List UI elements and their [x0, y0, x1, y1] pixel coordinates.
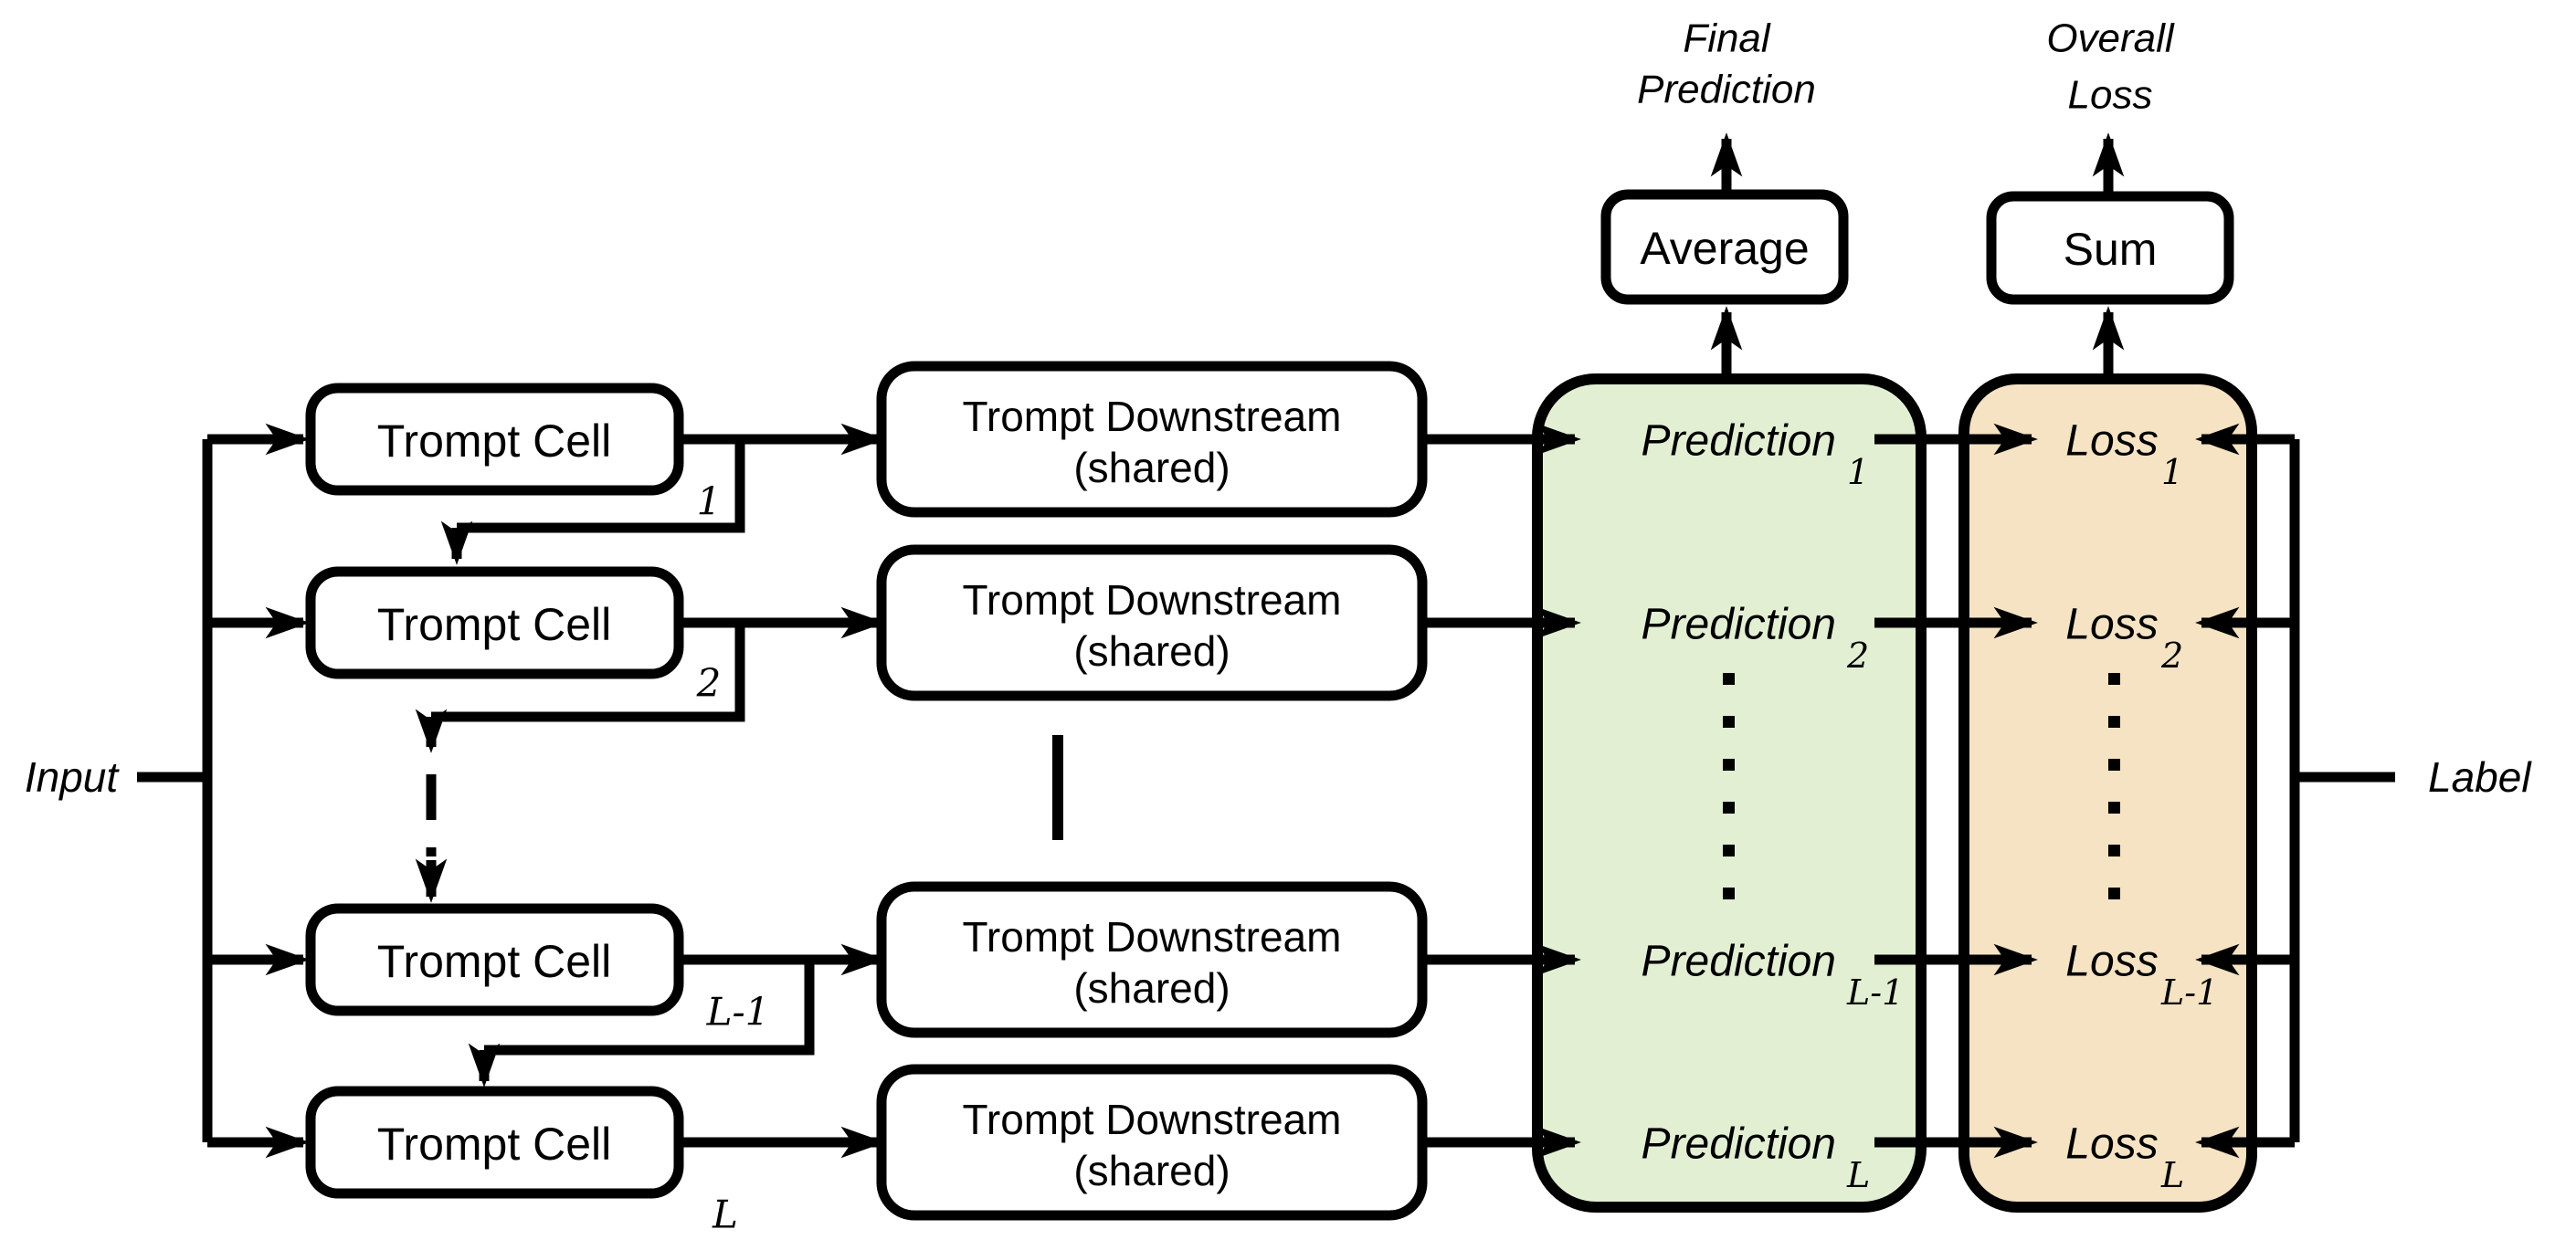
sum-box: [1986, 191, 2234, 305]
ellipsis-dot: [2108, 759, 2120, 771]
downstream-label-2-line1: Trompt Downstream: [963, 576, 1342, 624]
prediction-label-2: Prediction: [1642, 601, 1836, 649]
loss-label-4: Loss: [2065, 1120, 2158, 1169]
final-prediction-label-line2: Prediction: [1637, 68, 1816, 112]
ellipsis-dot: [2108, 888, 2120, 899]
cell1-chain-elbow: [457, 439, 745, 533]
trompt-cell-label-4: Trompt Cell: [377, 1119, 612, 1170]
downstream-label-2-line2: (shared): [1073, 627, 1230, 675]
prediction-ellipsis-dots: [1723, 673, 1735, 899]
cell-subscript-3: L-1: [706, 990, 770, 1035]
cell-subscript-2: 2: [696, 661, 722, 706]
trompt-cell-box-3: [305, 903, 684, 1016]
prediction-label-1: Prediction: [1642, 417, 1836, 466]
prediction-subscript-3: L-1: [1846, 972, 1904, 1013]
ellipsis-dot: [2108, 802, 2120, 814]
ellipsis-dot: [2108, 845, 2120, 856]
downstream-label-3-line1: Trompt Downstream: [963, 913, 1342, 961]
loss-subscript-4: L: [2160, 1155, 2184, 1195]
loss-subscript-2: 2: [2160, 636, 2183, 676]
loss-panel: [1958, 373, 2257, 1213]
cell2-chain-elbow: [431, 623, 745, 722]
downstream-label-4-line2: (shared): [1073, 1147, 1230, 1194]
average-box-label: Average: [1640, 223, 1809, 274]
trompt-cell-box-2: [305, 566, 684, 679]
loss-label-1: Loss: [2065, 417, 2158, 466]
ellipsis-dot: [1723, 845, 1735, 856]
trompt-cell-label-1: Trompt Cell: [377, 415, 612, 467]
downstream-label-1-line1: Trompt Downstream: [963, 393, 1342, 440]
cell-subscript-1: 1: [697, 479, 722, 524]
loss-subscript-1: 1: [2161, 452, 2183, 492]
trompt-downstream-box-4: [876, 1064, 1428, 1221]
trompt-cell-box-1: [305, 383, 684, 496]
trompt-downstream-box-2: [876, 544, 1428, 701]
ellipsis-dot: [1723, 888, 1735, 899]
ellipsis-dot: [1723, 759, 1735, 771]
trompt-downstream-box-1: [876, 361, 1428, 518]
ellipsis-dot: [1723, 802, 1735, 814]
loss-label-3: Loss: [2065, 938, 2158, 986]
final-prediction-label-line1: Final: [1683, 16, 1771, 61]
trompt-downstream-box-3: [876, 881, 1428, 1038]
overall-loss-label-line1: Overall: [2046, 16, 2175, 61]
ellipsis-dot: [2108, 673, 2120, 685]
loss-subscript-3: L-1: [2160, 972, 2218, 1013]
downstream-label-4-line1: Trompt Downstream: [963, 1096, 1342, 1143]
cell3-chain-elbow: [484, 960, 815, 1056]
prediction-subscript-4: L: [1846, 1155, 1870, 1195]
downstream-label-1-line2: (shared): [1073, 444, 1230, 491]
prediction-label-3: Prediction: [1642, 938, 1836, 986]
prediction-subscript-2: 2: [1846, 636, 1869, 676]
ellipsis-dot: [1723, 673, 1735, 685]
loss-label-2: Loss: [2065, 601, 2158, 649]
input-label: Input: [25, 753, 121, 801]
label-label: Label: [2428, 753, 2532, 801]
sum-box-label: Sum: [2064, 224, 2158, 275]
prediction-panel: [1532, 373, 1927, 1213]
prediction-subscript-1: 1: [1847, 452, 1869, 492]
average-box: [1600, 189, 1849, 305]
trompt-cell-label-2: Trompt Cell: [377, 599, 612, 650]
loss-ellipsis-dots: [2108, 673, 2120, 899]
prediction-label-4: Prediction: [1642, 1120, 1836, 1169]
ellipsis-dot: [2108, 716, 2120, 728]
trompt-cell-box-4: [305, 1086, 684, 1199]
downstream-label-3-line2: (shared): [1073, 964, 1230, 1012]
ellipsis-dot: [1723, 716, 1735, 728]
cell-subscript-4: L: [712, 1193, 738, 1237]
overall-loss-label-line2: Loss: [2068, 73, 2153, 118]
trompt-cell-label-3: Trompt Cell: [377, 936, 612, 987]
